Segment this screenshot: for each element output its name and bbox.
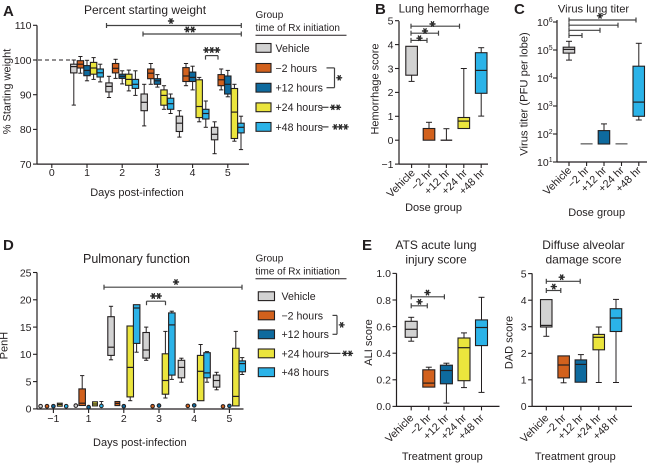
svg-text:1: 1 (521, 375, 527, 387)
svg-text:+48 hours: +48 hours (282, 367, 329, 379)
svg-text:5: 5 (225, 167, 231, 179)
svg-text:0.0: 0.0 (376, 401, 391, 413)
svg-text:0: 0 (388, 135, 394, 147)
svg-text:5: 5 (26, 376, 32, 388)
svg-text:5: 5 (388, 16, 394, 28)
svg-text:1: 1 (84, 167, 90, 179)
svg-text:5: 5 (226, 413, 232, 425)
svg-text:−1: −1 (382, 159, 394, 171)
svg-text:−2 hours: −2 hours (282, 310, 324, 322)
svg-text:Days post-infection: Days post-infection (93, 437, 187, 449)
svg-text:15: 15 (20, 322, 32, 334)
svg-text:+48 hours: +48 hours (276, 122, 323, 134)
svg-text:0.6: 0.6 (376, 321, 391, 333)
svg-text:Percent starting weight: Percent starting weight (84, 3, 207, 17)
svg-text:ATS acute lung: ATS acute lung (395, 238, 476, 252)
svg-text:Vehicle: Vehicle (282, 291, 316, 303)
svg-text:80: 80 (20, 124, 32, 136)
svg-text:4: 4 (190, 167, 196, 179)
svg-text:2: 2 (121, 413, 127, 425)
svg-text:% Starting weight: % Starting weight (2, 49, 14, 135)
svg-text:4: 4 (191, 413, 197, 425)
svg-text:E: E (362, 237, 372, 254)
svg-text:A: A (3, 3, 14, 20)
svg-text:+24 hours: +24 hours (282, 348, 329, 360)
svg-text:time of Rx initiation: time of Rx initiation (256, 267, 340, 278)
svg-text:Treatment group: Treatment group (402, 451, 483, 463)
svg-text:1: 1 (86, 413, 92, 425)
svg-text:damage score: damage score (545, 253, 621, 267)
svg-text:−2 hours: −2 hours (276, 63, 318, 75)
svg-text:ALI score: ALI score (363, 319, 375, 365)
svg-text:Vehicle: Vehicle (276, 43, 310, 55)
svg-text:time of Rx initiation: time of Rx initiation (256, 23, 340, 34)
svg-text:Lung hemorrhage: Lung hemorrhage (399, 3, 490, 15)
svg-text:0: 0 (49, 167, 55, 179)
svg-text:injury score: injury score (405, 253, 467, 267)
svg-text:+12 hours: +12 hours (282, 329, 329, 341)
svg-text:0.2: 0.2 (376, 375, 391, 387)
svg-text:Treatment group: Treatment group (535, 451, 616, 463)
svg-text:Group: Group (256, 10, 284, 21)
svg-text:C: C (514, 1, 525, 18)
svg-text:3: 3 (154, 167, 160, 179)
svg-text:DAD score: DAD score (504, 316, 516, 369)
svg-text:10: 10 (20, 349, 32, 361)
svg-text:4: 4 (521, 295, 527, 307)
svg-text:0.8: 0.8 (376, 295, 391, 307)
svg-text:Diffuse alveolar: Diffuse alveolar (542, 238, 625, 252)
svg-text:Group: Group (256, 254, 284, 265)
svg-text:B: B (375, 1, 386, 18)
svg-text:0: 0 (26, 404, 32, 416)
svg-text:Pulmonary function: Pulmonary function (83, 252, 190, 266)
svg-text:3: 3 (388, 63, 394, 75)
svg-text:2: 2 (388, 87, 394, 99)
svg-text:20: 20 (20, 295, 32, 307)
svg-text:70: 70 (20, 159, 32, 171)
svg-text:0.4: 0.4 (376, 348, 391, 360)
svg-text:Dose group: Dose group (405, 202, 462, 214)
svg-text:PenH: PenH (0, 332, 11, 360)
svg-text:3: 3 (521, 322, 527, 334)
svg-text:+12 hours: +12 hours (276, 83, 323, 95)
svg-text:Virus lung titer: Virus lung titer (558, 3, 630, 15)
svg-text:90: 90 (20, 90, 32, 102)
svg-text:5: 5 (521, 268, 527, 280)
svg-text:Hemorrhage score: Hemorrhage score (370, 43, 382, 134)
svg-text:2: 2 (521, 348, 527, 360)
svg-text:1.0: 1.0 (376, 268, 391, 280)
svg-text:100: 100 (14, 55, 32, 67)
svg-text:25: 25 (20, 267, 32, 279)
svg-text:3: 3 (156, 413, 162, 425)
svg-text:110: 110 (15, 20, 32, 32)
svg-text:1: 1 (388, 111, 394, 123)
svg-text:Dose group: Dose group (568, 207, 625, 219)
svg-text:0: 0 (521, 401, 527, 413)
svg-text:2: 2 (119, 167, 125, 179)
svg-text:4: 4 (388, 39, 394, 51)
svg-text:D: D (3, 237, 14, 254)
svg-text:+24 hours: +24 hours (276, 102, 323, 114)
svg-text:Virus titer (PFU per lobe): Virus titer (PFU per lobe) (519, 32, 531, 156)
svg-text:Days post-infection: Days post-infection (90, 187, 184, 199)
svg-text:−1: −1 (47, 413, 59, 425)
